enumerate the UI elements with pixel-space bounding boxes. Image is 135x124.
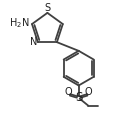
Text: O: O — [65, 87, 72, 97]
Text: O: O — [85, 87, 92, 97]
Text: N: N — [30, 37, 37, 47]
Text: S: S — [44, 2, 50, 13]
Text: S: S — [75, 91, 82, 104]
Text: H$_2$N: H$_2$N — [9, 17, 30, 30]
